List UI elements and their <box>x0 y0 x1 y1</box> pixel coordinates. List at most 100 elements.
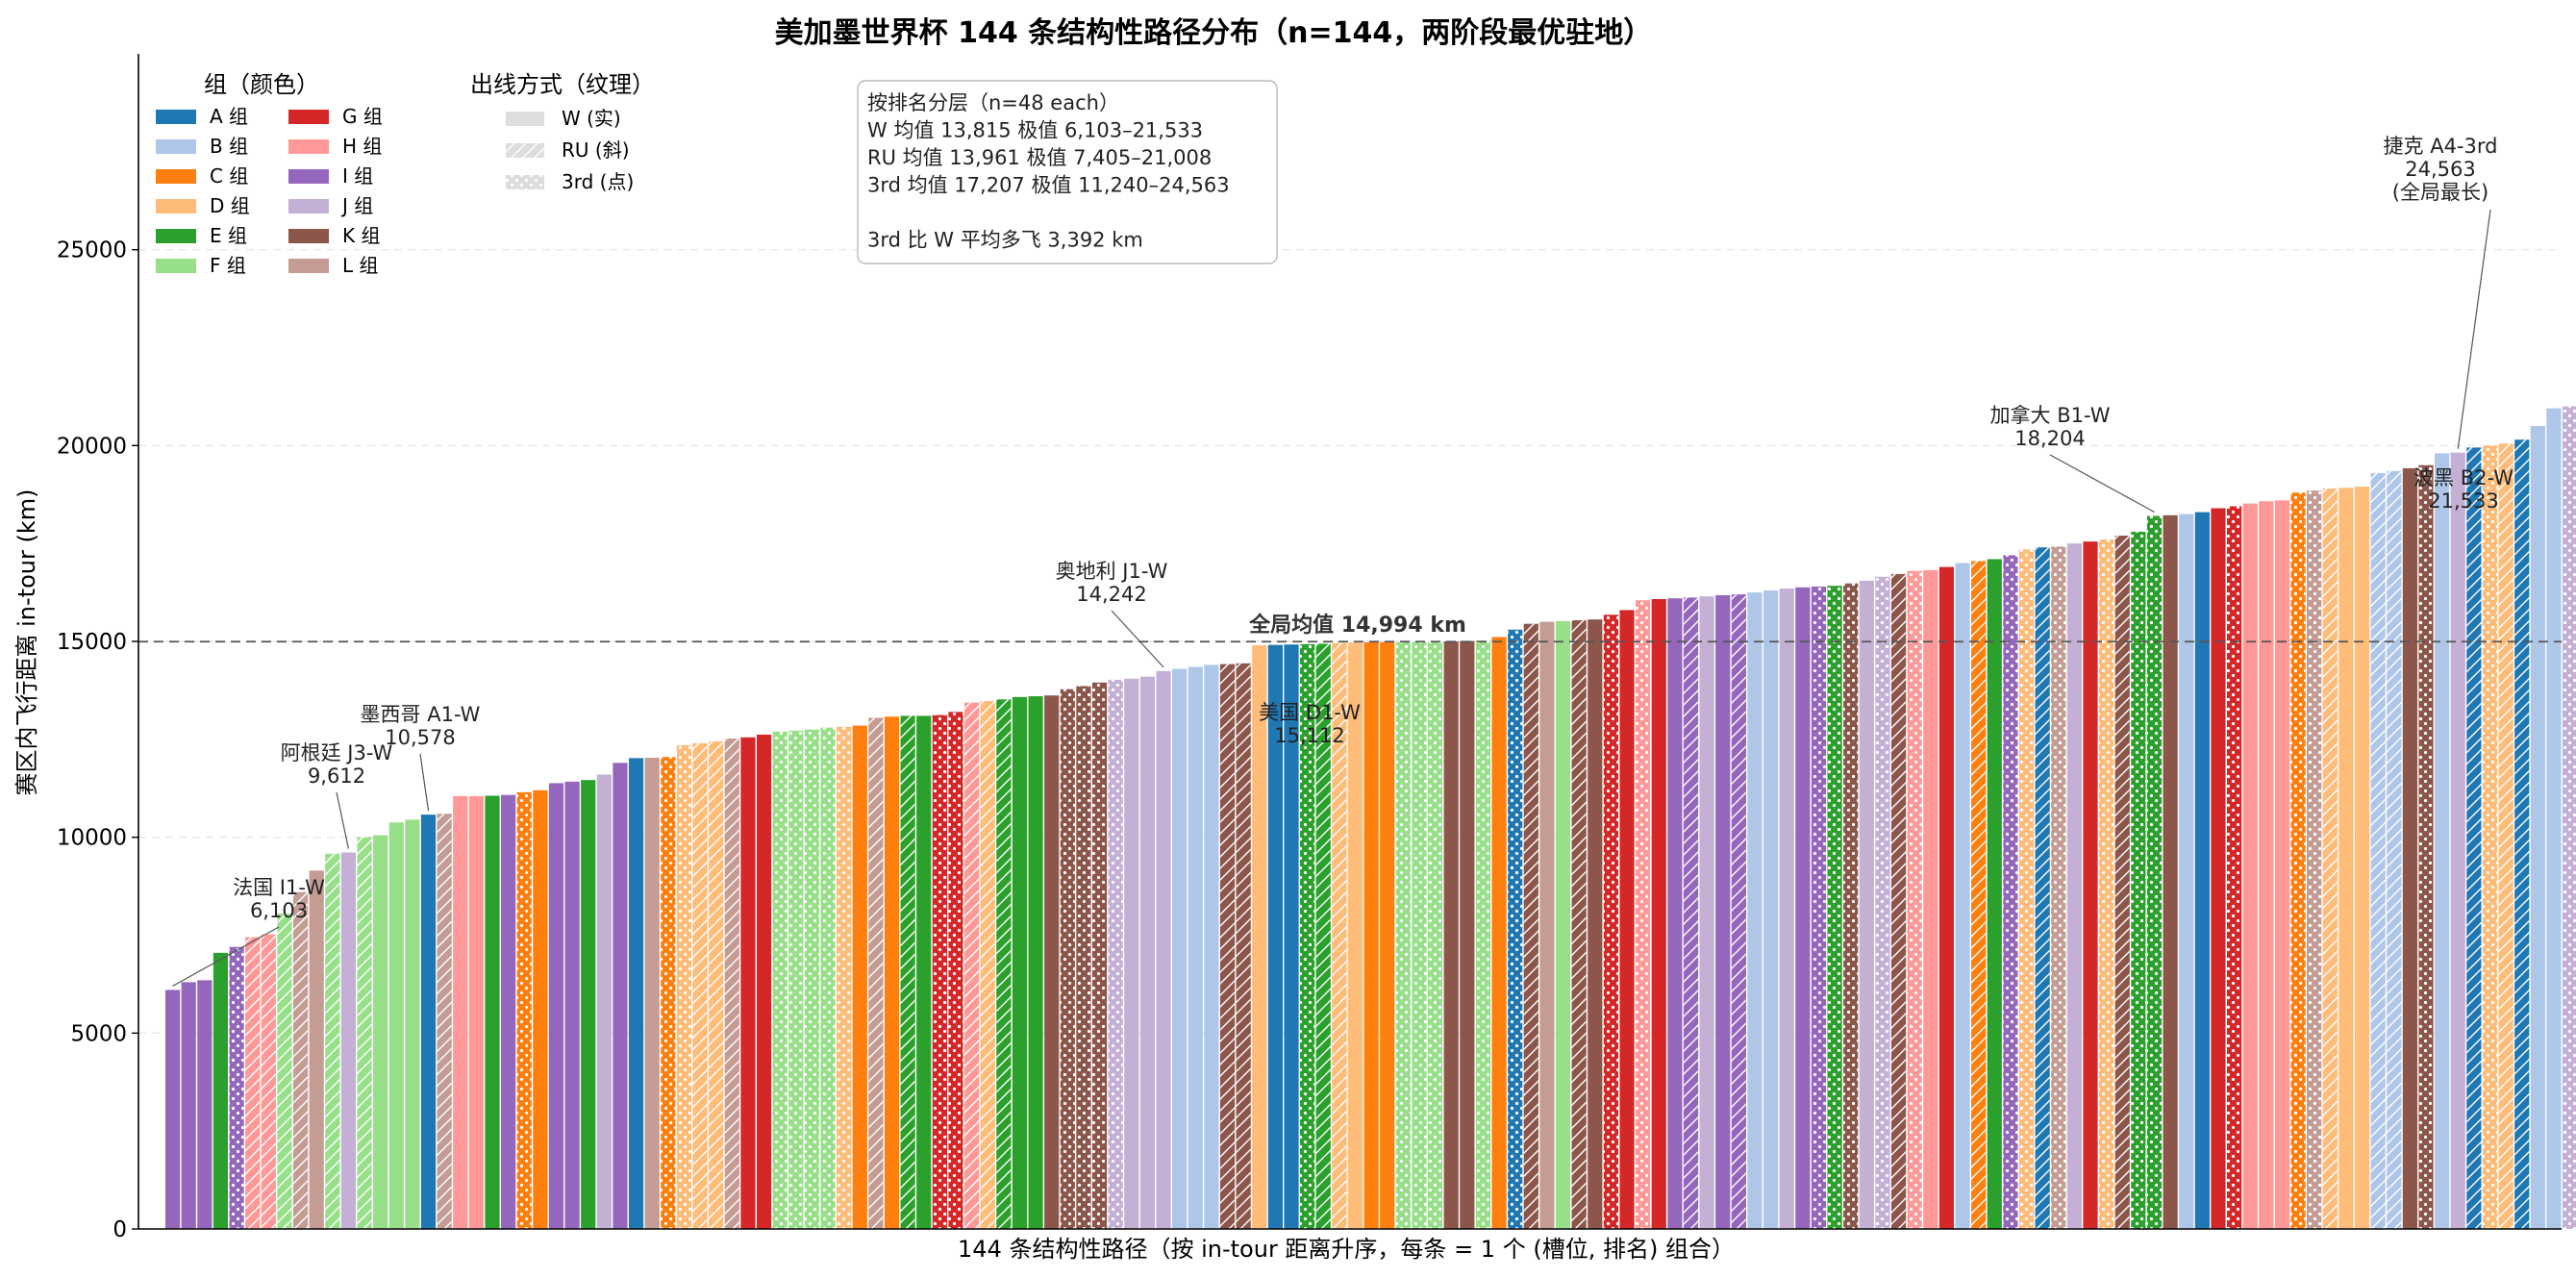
bar-texture-RU <box>2387 470 2402 1229</box>
legend-swatch-G <box>288 110 329 124</box>
bar-A-W <box>2194 512 2210 1229</box>
annotation-text: 24,563 <box>2405 158 2475 181</box>
bar-texture-RU <box>1571 620 1587 1229</box>
legend-texture-overlay <box>506 175 544 189</box>
legend-label-G: G 组 <box>342 105 383 128</box>
bar-texture-3rd <box>1091 682 1108 1229</box>
bar-K-W <box>1460 640 1475 1229</box>
bar-texture-3rd <box>2482 445 2498 1229</box>
bar-texture-RU <box>1236 663 1251 1229</box>
bar-texture-3rd <box>1475 640 1491 1229</box>
bar-F-W <box>373 835 388 1229</box>
y-axis-label: 赛区内飞行距离 in-tour (km) <box>13 489 40 796</box>
bar-I-W <box>165 990 181 1229</box>
bar-B-W <box>2435 453 2450 1230</box>
annotation-text: 阿根廷 J3-W <box>281 741 393 764</box>
legend-swatch-J <box>288 199 329 213</box>
bar-H-W <box>2242 503 2258 1229</box>
bar-texture-RU <box>1315 643 1331 1229</box>
bar-texture-3rd <box>2099 539 2114 1229</box>
bar-B-W <box>1188 666 1203 1229</box>
bar-texture-RU <box>709 740 724 1229</box>
bar-texture-RU <box>1332 642 1347 1229</box>
bar-F-W <box>1555 620 1571 1229</box>
legend-swatch-L <box>288 259 329 273</box>
bar-texture-RU <box>245 937 261 1229</box>
chart-title: 美加墨世界杯 144 条结构性路径分布（n=144，两阶段最优驻地） <box>775 16 1653 50</box>
bar-texture-3rd <box>1603 614 1618 1229</box>
annotation-text: 奥地利 J1-W <box>1056 560 1168 583</box>
bar-J-W <box>1156 670 1171 1229</box>
bar-texture-RU <box>900 715 915 1229</box>
y-tick-label: 5000 <box>70 1021 127 1046</box>
bar-G-W <box>1651 599 1666 1229</box>
annotation-text: 法国 I1-W <box>233 876 325 899</box>
bar-G-W <box>740 737 756 1229</box>
bar-A-W <box>628 758 644 1229</box>
y-tick-label: 25000 <box>57 238 127 263</box>
legend-label-E: E 组 <box>210 224 247 247</box>
bar-J-W <box>2450 452 2465 1229</box>
bar-texture-3rd <box>1300 643 1315 1229</box>
bar-I-W <box>501 794 516 1229</box>
bar-I-W <box>1667 598 1683 1229</box>
bar-texture-3rd <box>2563 406 2576 1230</box>
bar-J-W <box>1699 596 1714 1229</box>
legend-groups: 组（颜色） A 组 B 组 C 组 D 组 E 组 F 组 G 组 H 组 I 组 J 组 K 组 L… <box>156 71 383 277</box>
bar-texture-RU <box>325 853 340 1229</box>
bar-texture-RU <box>1219 664 1236 1229</box>
bar-E-W <box>1987 559 2002 1229</box>
annotation-leader <box>419 753 430 812</box>
y-tick-label: 0 <box>113 1217 127 1242</box>
legend-swatch-D <box>156 199 196 213</box>
bar-texture-3rd <box>2418 464 2434 1229</box>
bar-J-W <box>1139 676 1156 1229</box>
bar-texture-RU <box>2498 443 2513 1230</box>
bar-E-W <box>1028 696 1043 1229</box>
bar-J-W <box>1859 580 1874 1229</box>
mean-line-label: 全局均值 14,994 km <box>1248 613 1466 638</box>
stats-box-frame <box>857 80 1278 264</box>
bar-L-W <box>309 870 324 1229</box>
bar-texture-3rd <box>2146 515 2163 1229</box>
bar-I-W <box>1715 594 1731 1229</box>
bar-E-W <box>581 780 596 1229</box>
bar-texture-3rd <box>837 726 852 1229</box>
legend-groups-title: 组（颜色） <box>204 71 319 98</box>
bar-F-W <box>405 819 420 1229</box>
bar-texture-3rd <box>2003 555 2018 1229</box>
bar-H-W <box>468 795 484 1229</box>
bar-texture-3rd <box>1395 641 1411 1229</box>
bar-texture-3rd <box>1412 641 1427 1229</box>
annotation-text: (全局最长) <box>2392 181 2488 204</box>
bar-K-W <box>2402 467 2417 1229</box>
legend-swatch-A <box>156 110 196 124</box>
legend-label-C: C 组 <box>210 164 248 188</box>
annotation-text: 18,204 <box>2014 427 2085 450</box>
bar-J-W <box>340 852 357 1229</box>
legend-swatch-H <box>288 139 329 154</box>
bar-J-W <box>2066 543 2082 1229</box>
bar-C-W <box>852 725 867 1229</box>
annotation-text: 9,612 <box>308 764 365 788</box>
bar-texture-3rd <box>1811 586 1827 1229</box>
bar-texture-RU <box>277 914 292 1229</box>
bar-texture-3rd <box>2051 546 2066 1229</box>
annotation-text: 墨西哥 A1-W <box>361 703 481 726</box>
bar-A-W <box>1267 644 1283 1229</box>
bar-texture-RU <box>1523 623 1538 1229</box>
bar-G-W <box>2211 508 2226 1229</box>
bar-texture-RU <box>2322 489 2338 1229</box>
bar-F-W <box>388 822 404 1229</box>
legend-finish: 出线方式（纹理） W (实) RU (斜) 3rd (点) <box>470 71 655 193</box>
bar-texture-3rd <box>2290 492 2306 1229</box>
bar-I-W <box>181 982 196 1229</box>
stats-line: 3rd 比 W 平均多飞 3,392 km <box>867 229 1143 252</box>
bar-D-W <box>1252 645 1267 1229</box>
bar-texture-3rd <box>1108 679 1123 1229</box>
legend-label-J: J 组 <box>340 194 373 217</box>
bar-D-W <box>2354 487 2370 1229</box>
bar-texture-3rd <box>1636 600 1651 1229</box>
bar-B-W <box>1955 563 1970 1229</box>
legend-label-A: A 组 <box>210 105 248 128</box>
